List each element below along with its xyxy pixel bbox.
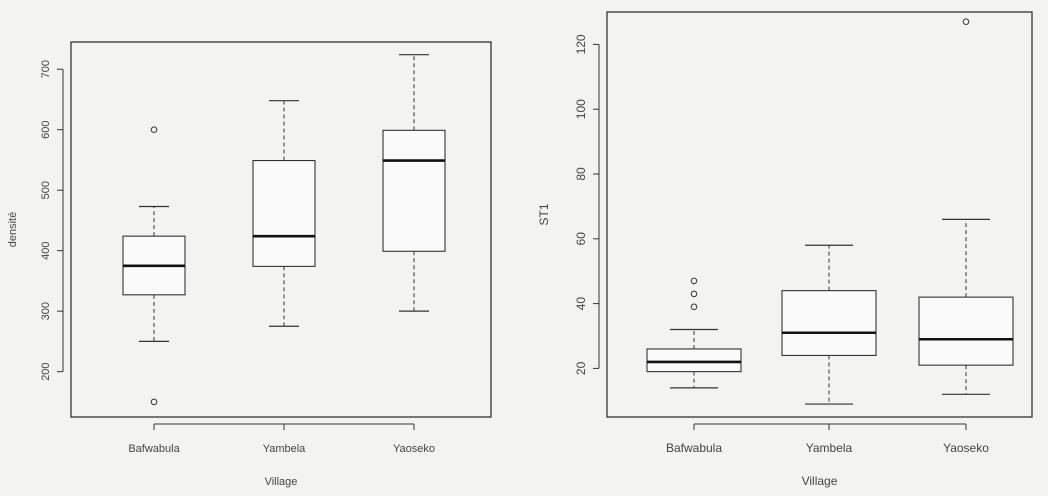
box-yambela [252, 100, 316, 327]
y-tick-label: 200 [40, 362, 52, 380]
box-bafwabula [122, 126, 186, 406]
y-tick-label: 60 [574, 232, 588, 246]
box-iqr [646, 348, 742, 373]
box-iqr [781, 290, 877, 356]
y-tick-label: 300 [40, 302, 52, 320]
outlier-point [150, 398, 158, 406]
box-iqr [382, 129, 446, 252]
outlier-point [690, 277, 698, 285]
box-iqr [252, 159, 316, 267]
y-tick-label: 20 [574, 361, 588, 375]
y-tick-label: 500 [40, 181, 52, 199]
chart-panel-2: 20 40 60 80 100 120 ST1 Bafwabula Yambela Yaoseko… [537, 11, 1033, 488]
plot-frame [70, 41, 492, 418]
y-tick-label: 40 [574, 297, 588, 311]
y-tick-label: 100 [574, 99, 588, 119]
x-tick-label: Bafwabula [128, 443, 180, 455]
box-yaoseko [382, 54, 446, 312]
x-tick-label: Yambela [263, 443, 306, 455]
y-tick-label: 80 [574, 167, 588, 181]
outlier-point [962, 18, 970, 26]
box-yaoseko [918, 18, 1014, 395]
outlier-point [150, 126, 158, 134]
y-tick-label: 400 [40, 241, 52, 259]
box-bafwabula [646, 277, 742, 389]
x-tick-label: Yaoseko [943, 441, 989, 455]
y-tick-label: 120 [574, 34, 588, 54]
x-axis-label: Village [802, 474, 838, 488]
y-tick-label: 700 [40, 60, 52, 78]
outlier-point [690, 290, 698, 298]
box-iqr [918, 296, 1014, 366]
chart-panel-1: 200 300 400 500 600 700 densité Bafwabula Yambel… [7, 41, 492, 488]
x-axis-label: Village [265, 476, 298, 488]
x-tick-label: Bafwabula [666, 441, 722, 455]
y-axis-label: ST1 [537, 203, 551, 225]
x-tick-label: Yaoseko [393, 443, 435, 455]
y-axis-label: densité [7, 212, 19, 247]
box-yambela [781, 244, 877, 405]
plot-frame [606, 11, 1033, 418]
x-tick-label: Yambela [806, 441, 853, 455]
outlier-point [690, 303, 698, 311]
y-tick-label: 600 [40, 121, 52, 139]
